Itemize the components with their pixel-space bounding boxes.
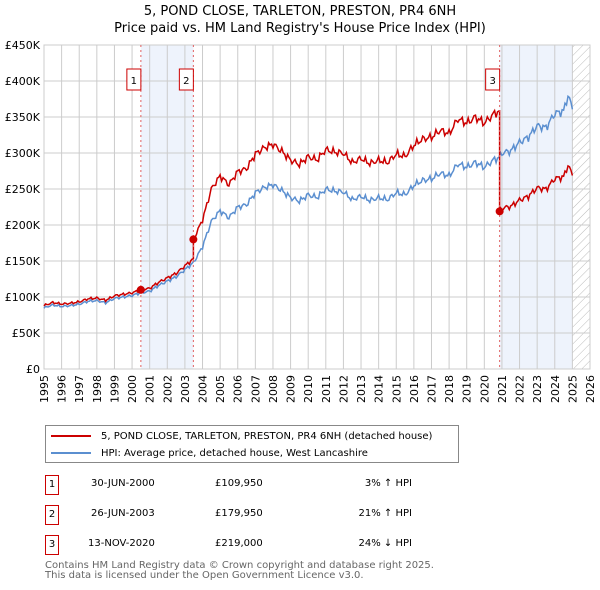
y-tick-label: £50K — [12, 327, 41, 340]
y-tick-label: £0 — [26, 363, 40, 376]
sale-number: 3 — [45, 535, 59, 555]
x-tick-label: 2008 — [267, 375, 280, 403]
x-tick-label: 2018 — [443, 375, 456, 403]
x-tick-label: 2005 — [214, 375, 227, 403]
chart-title: 5, POND CLOSE, TARLETON, PRESTON, PR4 6N… — [143, 4, 457, 19]
x-tick-label: 1998 — [91, 375, 104, 403]
sale-number: 1 — [45, 475, 59, 495]
y-tick-label: £200K — [5, 219, 41, 232]
sale-row: 2 26-JUN-2003 £179,950 21% ↑ HPI — [45, 505, 465, 525]
sale-number: 2 — [45, 505, 59, 525]
plot-area: 1995 1996 1997 1998 1999 2000 2001 2002 2003 2004… — [5, 39, 597, 403]
shaded-period — [499, 45, 573, 369]
x-tick-label: 2003 — [179, 375, 192, 403]
chart-subtitle: Price paid vs. HM Land Registry's House … — [114, 21, 486, 36]
hpi-line — [43, 94, 574, 309]
legend-swatch-blue — [51, 452, 91, 454]
y-tick-label: £100K — [5, 291, 41, 304]
sale-point — [189, 235, 198, 244]
x-tick-label: 2004 — [197, 375, 210, 403]
sale-row: 1 30-JUN-2000 £109,950 3% ↑ HPI — [45, 475, 465, 495]
plot-border — [43, 44, 591, 370]
x-tick-label: 1995 — [38, 375, 51, 403]
forecast-hatch — [572, 45, 590, 369]
x-tick-label: 1999 — [108, 375, 121, 403]
sale-marker-box — [485, 68, 501, 91]
x-tick-label: 2020 — [478, 375, 491, 403]
sale-price: £179,950 — [215, 508, 263, 519]
x-tick-label: 2021 — [496, 375, 509, 403]
legend-swatch-red — [51, 435, 91, 437]
sale-point — [495, 207, 504, 216]
x-tick-label: 2022 — [514, 375, 527, 403]
x-tick-label: 2023 — [531, 375, 544, 403]
x-tick-label: 2011 — [320, 375, 333, 403]
legend-label: 5, POND CLOSE, TARLETON, PRESTON, PR4 6N… — [101, 430, 433, 442]
x-tick-label: 2015 — [390, 375, 403, 403]
x-tick-label: 2010 — [302, 375, 315, 403]
y-tick-label: £150K — [5, 255, 41, 268]
x-tick-label: 2002 — [161, 375, 174, 403]
x-tick-label: 2009 — [285, 375, 298, 403]
sale-marker-label: 2 — [183, 76, 189, 87]
legend-item-property: 5, POND CLOSE, TARLETON, PRESTON, PR4 6N… — [46, 428, 432, 444]
sale-point — [136, 285, 145, 294]
sale-date: 26-JUN-2003 — [91, 508, 155, 519]
sale-marker-box — [178, 68, 194, 91]
sale-hpi-diff: 3% ↑ HPI — [364, 478, 412, 489]
sale-marker-label: 1 — [131, 76, 137, 87]
sale-marker-box — [126, 68, 142, 91]
x-tick-label: 2019 — [461, 375, 474, 403]
x-tick-label: 2017 — [425, 375, 438, 403]
y-tick-label: £250K — [5, 183, 41, 196]
legend-label: HPI: Average price, detached house, West… — [101, 447, 368, 459]
property-price-line — [43, 108, 574, 307]
sale-hpi-diff: 24% ↓ HPI — [358, 538, 412, 549]
x-tick-label: 2014 — [373, 375, 386, 403]
x-tick-label: 2013 — [355, 375, 368, 403]
x-tick-label: 2024 — [549, 375, 562, 403]
x-tick-label: 2012 — [337, 375, 350, 403]
x-tick-label: 2000 — [126, 375, 139, 403]
sale-hpi-diff: 21% ↑ HPI — [358, 508, 412, 519]
footer-line-1: Contains HM Land Registry data © Crown c… — [45, 560, 434, 571]
footer-line-2: This data is licensed under the Open Gov… — [45, 570, 364, 581]
sale-price: £109,950 — [215, 478, 263, 489]
y-tick-label: £400K — [5, 75, 41, 88]
sale-marker-label: 3 — [489, 76, 495, 87]
sale-date: 13-NOV-2020 — [88, 538, 155, 549]
x-tick-label: 2007 — [249, 375, 262, 403]
x-tick-label: 2006 — [232, 375, 245, 403]
sale-row: 3 13-NOV-2020 £219,000 24% ↓ HPI — [45, 535, 465, 555]
y-tick-label: £450K — [5, 39, 41, 52]
y-tick-label: £300K — [5, 147, 41, 160]
legend-item-hpi: HPI: Average price, detached house, West… — [46, 445, 368, 461]
x-tick-label: 2001 — [144, 375, 157, 403]
x-tick-label: 2025 — [566, 375, 579, 403]
x-tick-label: 2016 — [408, 375, 421, 403]
x-tick-label: 2026 — [584, 375, 597, 403]
sale-date: 30-JUN-2000 — [91, 478, 155, 489]
footer: Contains HM Land Registry data © Crown c… — [45, 561, 434, 581]
x-tick-label: 1997 — [73, 375, 86, 403]
legend: 5, POND CLOSE, TARLETON, PRESTON, PR4 6N… — [45, 425, 459, 463]
sale-price: £219,000 — [215, 538, 263, 549]
y-tick-label: £350K — [5, 111, 41, 124]
x-tick-label: 1996 — [56, 375, 69, 403]
